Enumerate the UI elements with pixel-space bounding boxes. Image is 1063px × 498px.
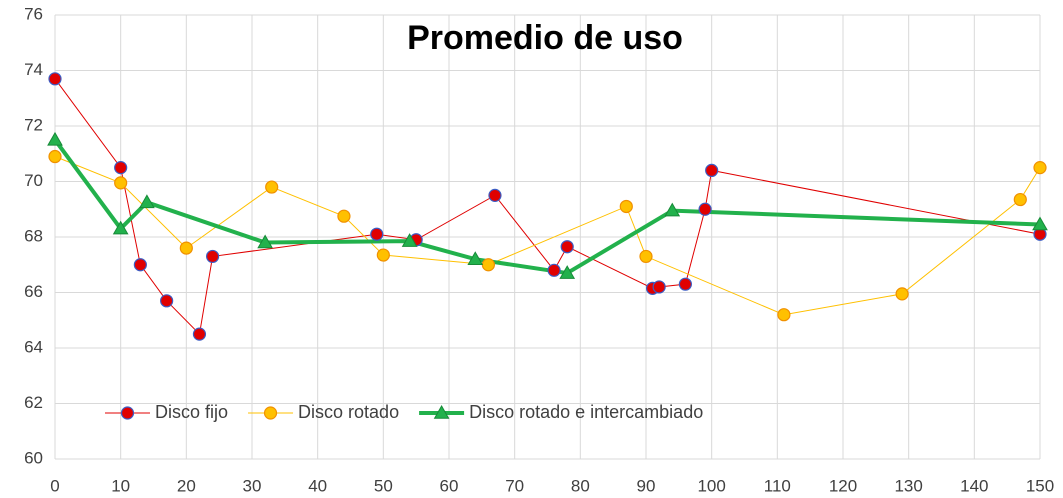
legend-marker bbox=[263, 406, 278, 420]
x-tick-label: 0 bbox=[50, 476, 59, 495]
marker bbox=[678, 277, 693, 291]
marker bbox=[376, 248, 390, 262]
x-tick-label: 50 bbox=[374, 476, 393, 495]
marker bbox=[619, 199, 633, 214]
marker bbox=[895, 287, 909, 301]
marker bbox=[488, 188, 502, 202]
y-tick-label: 64 bbox=[24, 337, 43, 356]
x-tick-label: 90 bbox=[637, 476, 656, 495]
y-tick-label: 76 bbox=[24, 4, 43, 23]
marker bbox=[160, 294, 174, 308]
marker bbox=[47, 131, 63, 146]
marker bbox=[777, 308, 791, 322]
x-tick-label: 60 bbox=[440, 476, 459, 495]
marker bbox=[1032, 216, 1048, 231]
x-tick-label: 40 bbox=[308, 476, 327, 495]
marker bbox=[48, 72, 62, 86]
x-tick-label: 120 bbox=[829, 476, 857, 495]
marker bbox=[337, 209, 351, 223]
marker bbox=[112, 220, 129, 235]
marker bbox=[265, 180, 279, 194]
marker bbox=[705, 163, 719, 177]
y-tick-label: 74 bbox=[24, 60, 43, 79]
x-tick-label: 110 bbox=[764, 476, 791, 495]
x-tick-label: 10 bbox=[111, 476, 130, 495]
legend-label: Disco fijo bbox=[155, 402, 228, 422]
marker bbox=[1013, 192, 1027, 207]
x-tick-label: 70 bbox=[505, 476, 524, 495]
marker bbox=[370, 227, 384, 241]
marker bbox=[467, 251, 484, 265]
marker bbox=[192, 327, 207, 341]
chart-title: Promedio de uso bbox=[407, 19, 683, 57]
marker bbox=[133, 258, 147, 272]
x-tick-label: 130 bbox=[894, 476, 922, 495]
marker bbox=[257, 234, 273, 249]
legend-marker bbox=[433, 404, 450, 419]
x-tick-label: 30 bbox=[243, 476, 262, 495]
marker bbox=[179, 241, 193, 255]
y-tick-label: 66 bbox=[24, 282, 43, 301]
marker bbox=[114, 176, 128, 190]
y-tick-label: 68 bbox=[24, 226, 43, 245]
marker bbox=[664, 202, 681, 217]
y-tick-label: 60 bbox=[24, 448, 43, 467]
marker bbox=[559, 265, 576, 279]
x-tick-label: 20 bbox=[177, 476, 196, 495]
x-tick-label: 100 bbox=[697, 476, 725, 495]
marker bbox=[114, 161, 128, 175]
marker bbox=[560, 240, 574, 254]
legend-marker bbox=[120, 406, 135, 420]
marker bbox=[401, 233, 418, 247]
x-tick-label: 150 bbox=[1026, 476, 1054, 495]
marker bbox=[639, 249, 653, 264]
legend-label: Disco rotado bbox=[298, 402, 399, 422]
marker bbox=[206, 249, 220, 264]
marker bbox=[652, 280, 666, 294]
y-tick-label: 72 bbox=[24, 115, 43, 134]
marker bbox=[1033, 161, 1047, 175]
y-tick-label: 70 bbox=[24, 171, 43, 190]
marker bbox=[48, 149, 62, 164]
marker bbox=[698, 202, 712, 216]
x-tick-label: 80 bbox=[571, 476, 590, 495]
x-tick-label: 140 bbox=[960, 476, 988, 495]
legend-label: Disco rotado e intercambiado bbox=[469, 402, 703, 422]
marker bbox=[139, 194, 155, 209]
marker bbox=[547, 263, 561, 277]
y-tick-label: 62 bbox=[24, 393, 43, 412]
marker bbox=[481, 258, 495, 272]
